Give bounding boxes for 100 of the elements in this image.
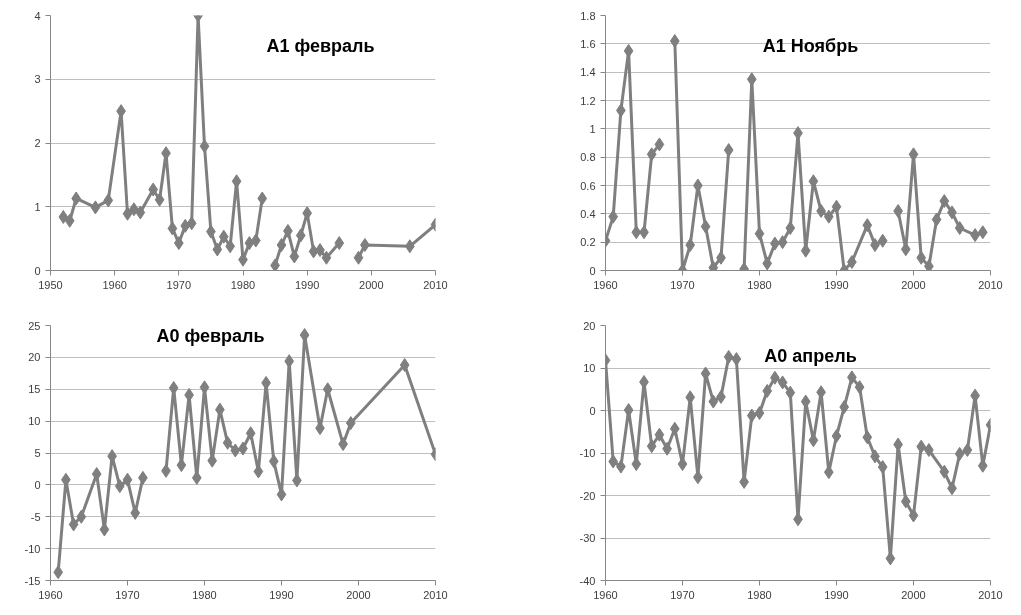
x-tick-label: 1970	[670, 588, 695, 601]
x-tick-label: 1970	[166, 278, 192, 291]
x-tick-label: 1950	[38, 278, 63, 291]
x-tick-label: 2010	[978, 278, 1003, 291]
point	[230, 443, 241, 458]
point	[321, 250, 332, 265]
point	[654, 137, 665, 152]
point	[862, 430, 873, 445]
point	[677, 457, 688, 472]
x-tick-label: 1970	[670, 278, 695, 291]
y-tick-label: 20	[28, 351, 41, 364]
point	[862, 218, 873, 233]
point	[685, 238, 696, 252]
point	[877, 460, 888, 475]
y-tick-label: 0.4	[580, 207, 596, 220]
point	[631, 457, 642, 472]
y-tick-label: -5	[30, 510, 41, 523]
point	[334, 236, 345, 251]
point	[723, 349, 734, 364]
point	[939, 464, 950, 479]
point	[218, 229, 229, 244]
point	[854, 380, 865, 395]
point	[270, 258, 280, 271]
point	[631, 225, 642, 240]
point	[154, 192, 165, 207]
point	[168, 380, 179, 395]
y-tick-label: 1	[589, 122, 596, 135]
point	[877, 233, 888, 248]
x-tick-label: 1960	[38, 588, 63, 601]
y-tick-label: 5	[34, 447, 41, 459]
point	[831, 199, 842, 214]
chart-title: А0 февраль	[156, 325, 265, 346]
y-tick-label: 0	[589, 264, 596, 277]
y-tick-label: 15	[28, 383, 41, 396]
point	[893, 204, 903, 218]
point	[654, 427, 665, 442]
point	[212, 242, 223, 257]
point	[746, 408, 757, 423]
y-tick-label: 0.8	[580, 151, 596, 164]
text: А1 февраль	[266, 35, 375, 56]
point	[931, 212, 942, 227]
point	[908, 508, 919, 523]
point	[708, 394, 719, 409]
point	[785, 385, 796, 400]
point	[900, 494, 911, 509]
point	[646, 147, 657, 162]
x-tick-label: 1980	[230, 278, 256, 291]
point	[122, 472, 133, 487]
text: А0 апрель	[764, 345, 857, 366]
y-tick-label: -40	[579, 574, 596, 587]
point	[823, 209, 834, 224]
point	[924, 259, 934, 271]
y-tick-label: 1	[34, 200, 41, 213]
point	[646, 439, 657, 454]
y-tick-label: 1.4	[580, 66, 596, 79]
point	[816, 204, 826, 218]
point	[122, 206, 133, 221]
point	[885, 551, 896, 566]
point	[345, 416, 356, 431]
y-tick-label: -20	[579, 489, 596, 502]
point	[245, 426, 256, 441]
point	[222, 435, 233, 450]
y-tick-label: 0.2	[580, 236, 596, 249]
y-tick-label: 0	[34, 264, 41, 277]
x-tick-label: 1990	[824, 278, 849, 291]
point	[954, 221, 965, 235]
point	[777, 235, 788, 250]
point	[135, 205, 146, 220]
point	[176, 458, 187, 473]
y-tick-label: -30	[579, 532, 596, 544]
point	[847, 255, 857, 269]
y-tick-label: 1.6	[580, 37, 596, 50]
x-tick-label: 1960	[593, 588, 618, 601]
y-tick-label: 1.2	[580, 94, 596, 107]
y-tick-label: 0.6	[580, 179, 596, 192]
y-tick-label: 0	[589, 404, 596, 417]
point	[939, 194, 950, 209]
point	[76, 509, 87, 524]
x-tick-label: 2000	[359, 278, 384, 291]
x-tick-label: 2010	[978, 588, 1003, 601]
y-tick-label: 20	[583, 319, 596, 332]
x-tick-label: 1990	[824, 588, 849, 601]
x-tick-label: 1970	[115, 588, 140, 601]
y-tick-label: 3	[34, 73, 41, 86]
point	[754, 406, 765, 421]
point	[276, 238, 287, 252]
y-tick-label: -10	[579, 447, 596, 459]
y-tick-label: 25	[28, 319, 41, 332]
x-tick-label: 1960	[102, 278, 127, 291]
point	[360, 238, 370, 252]
point	[64, 213, 75, 228]
point	[244, 236, 255, 251]
point	[777, 375, 788, 390]
point	[916, 250, 927, 265]
point	[608, 454, 619, 469]
point	[399, 358, 410, 373]
x-tick-label: 2000	[346, 588, 371, 601]
point	[746, 72, 757, 87]
x-tick-label: 2000	[901, 588, 926, 601]
point	[186, 216, 197, 231]
